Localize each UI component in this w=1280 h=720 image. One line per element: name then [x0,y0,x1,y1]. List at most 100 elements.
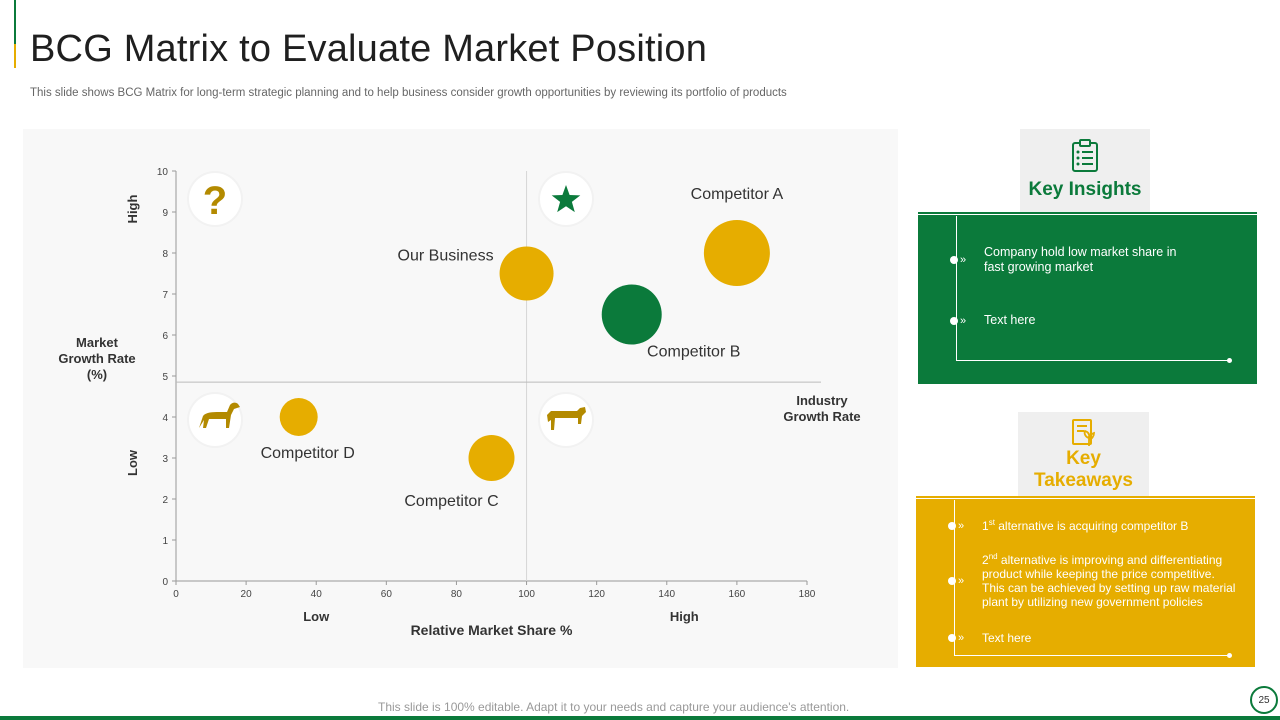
cow-icon [547,407,586,430]
x-tick-label: 60 [381,589,393,600]
takeaway-text-1: 1st alternative is acquiring competitor … [982,518,1189,534]
page-title: BCG Matrix to Evaluate Market Position [30,28,708,70]
title-accent-bar [14,0,16,68]
y-tick-label: 7 [162,290,168,301]
x-tick-label: 100 [518,589,535,600]
bubble-competitor-c [468,435,515,481]
bubble-label-competitor-b: Competitor B [647,344,740,361]
bubble-competitor-d [279,398,318,436]
question-mark-icon: ? [203,179,227,223]
x-low-label: Low [303,609,330,624]
takeaway-2-ordinal: 2 [982,553,989,567]
chevron-right-icon: » [960,254,967,266]
bubble-competitor-a [703,220,770,286]
x-tick-label: 140 [658,589,675,600]
clipboard-icon [1072,139,1098,172]
takeaway-text-2: 2nd alternative is improving and differe… [982,552,1235,610]
key-takeaways-title: Key Takeaways [1018,448,1149,492]
timeline-end-dot [1227,653,1232,658]
y-low-label: Low [125,449,140,476]
y-tick-label: 8 [162,249,168,260]
document-plant-icon [1071,419,1095,446]
chevron-right-icon: » [958,575,965,587]
footer-note: This slide is 100% editable. Adapt it to… [378,700,850,714]
y-axis-title-line: Growth Rate [58,351,135,366]
chevron-right-icon: » [958,632,965,644]
key-takeaways-title-line-2: Takeaways [1034,470,1133,491]
bullet-dot [950,317,958,325]
industry-growth-rate-label-line: Industry [796,393,848,408]
takeaway-1-superscript: st [988,518,995,527]
x-tick-label: 40 [311,589,323,600]
industry-growth-rate-label-line: Growth Rate [783,409,860,424]
key-takeaways-title-line-1: Key [1066,448,1101,469]
x-tick-label: 180 [799,589,816,600]
y-tick-label: 4 [162,413,168,424]
key-insights-box: » Company hold low market share in fast … [918,212,1257,384]
x-axis-title: Relative Market Share % [411,622,573,638]
box-bottom-rule [954,655,1228,656]
dog-icon [199,402,240,428]
y-axis-title-line: Market [76,335,119,350]
insight-text-2-line-1: Text here [984,313,1036,327]
box-top-rule [916,498,1255,499]
bullet-dot [948,522,956,530]
y-tick-label: 1 [162,536,168,547]
takeaway-2-line-1-body: alternative is improving and differentia… [997,553,1223,567]
takeaway-2-line-1: 2nd alternative is improving and differe… [982,552,1235,568]
bullet-dot [948,577,956,585]
timeline-end-dot [1227,358,1232,363]
key-insights-title: Key Insights [1028,179,1142,200]
box-bottom-rule [956,360,1230,361]
box-top-rule [918,214,1257,215]
insight-text-1: Company hold low market share in fast gr… [984,245,1176,275]
key-takeaways-tab: Key Takeaways [1018,412,1149,496]
y-tick-label: 5 [162,372,168,383]
x-tick-label: 20 [241,589,253,600]
chevron-right-icon: » [960,315,967,327]
x-tick-label: 80 [451,589,463,600]
bubble-competitor-b [601,284,662,345]
industry-growth-rate-label: Industry Growth Rate [783,393,860,424]
takeaway-2-line-2: product while keeping the price competit… [982,567,1215,581]
takeaway-1-body: alternative is acquiring competitor B [994,519,1189,533]
takeaway-1-ordinal: 1 [982,519,989,533]
bcg-chart-panel: 0 1 2 3 4 5 6 7 8 9 10 0 20 40 60 80 100 120 140 160 180 Rela… [23,129,898,668]
bullet-dot [950,256,958,264]
y-axis-title: Market Growth Rate (%) [58,335,135,382]
bubble-label-our-business: Our Business [398,248,494,265]
takeaway-2-superscript: nd [988,552,998,561]
x-tick-label: 160 [729,589,746,600]
x-tick-label: 120 [588,589,605,600]
y-tick-label: 9 [162,208,168,219]
bottom-accent-line [0,716,1280,720]
y-tick-label: 2 [162,495,168,506]
box-timeline-line [956,216,957,361]
chevron-right-icon: » [958,520,965,532]
page-subtitle: This slide shows BCG Matrix for long-ter… [30,87,787,99]
insight-text-1-line-2: fast growing market [984,260,1094,274]
takeaway-text-3: Text here [982,631,1032,645]
takeaway-2-line-4: plant by utilizing new government polici… [982,595,1203,609]
y-axis-title-line: (%) [87,367,107,382]
y-tick-label: 6 [162,331,168,342]
x-tick-label: 0 [173,589,179,600]
icon-badge [189,173,241,225]
y-tick-label: 0 [162,577,168,588]
key-insights-tab: Key Insights [1020,129,1150,212]
bubble-label-competitor-c: Competitor C [404,493,498,510]
insight-text-1-line-1: Company hold low market share in [984,245,1177,259]
bubble-our-business [499,246,554,301]
y-tick-label: 10 [157,167,169,178]
page-number-badge: 25 [1250,686,1278,714]
x-high-label: High [670,609,699,624]
bubble-label-competitor-d: Competitor D [261,445,355,462]
bubble-label-competitor-a: Competitor A [691,186,784,203]
star-icon [551,185,581,213]
key-takeaways-box: » 1st alternative is acquiring competito… [916,496,1255,667]
icon-badge [189,394,241,446]
y-high-label: High [125,195,140,224]
insight-text-2: Text here [984,313,1035,328]
icon-badge [540,394,592,446]
